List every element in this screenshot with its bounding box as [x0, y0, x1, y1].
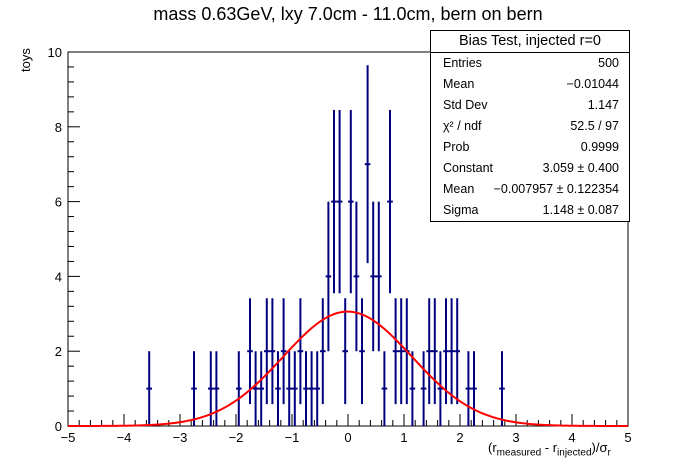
stats-header: Bias Test, injected r=0 [431, 31, 629, 53]
x-axis-label: (rmeasured - rinjected)/σr [488, 440, 611, 459]
stats-key: Prob [443, 140, 470, 154]
x-label-sub-r: r [607, 447, 611, 459]
y-axis-label: toys [18, 48, 33, 72]
x-tick-label: 4 [568, 430, 575, 445]
stats-value: 0.9999 [580, 140, 619, 154]
y-tick-label: 4 [55, 269, 62, 284]
stats-row: Prob 0.9999 [431, 137, 629, 158]
stats-key: Std Dev [443, 98, 488, 112]
x-label-mid: - r [541, 440, 558, 455]
stats-row: Entries 500 [431, 53, 629, 74]
stats-value: 1.147 [587, 98, 619, 112]
stats-key: Constant [443, 161, 494, 175]
x-label-suffix: )/σ [591, 440, 608, 455]
stats-value: 1.148 ± 0.087 [542, 203, 619, 217]
stats-key: Sigma [443, 203, 479, 217]
stats-row: Sigma 1.148 ± 0.087 [431, 200, 629, 221]
stats-value: 500 [598, 56, 619, 70]
stats-key: Entries [443, 56, 482, 70]
x-tick-label: −5 [61, 430, 76, 445]
chart-title: mass 0.63GeV, lxy 7.0cm - 11.0cm, bern o… [153, 4, 543, 24]
stats-value: −0.007957 ± 0.122354 [493, 182, 619, 196]
stats-box: Bias Test, injected r=0 Entries 500 Mean −… [430, 30, 630, 222]
x-tick-label: 3 [512, 430, 519, 445]
x-tick-label: 5 [624, 430, 631, 445]
x-tick-label: −4 [117, 430, 132, 445]
y-tick-label: 2 [55, 344, 62, 359]
x-tick-label: 1 [400, 430, 407, 445]
x-tick-label: −3 [173, 430, 188, 445]
stats-row: Std Dev 1.147 [431, 95, 629, 116]
stats-key: Mean [443, 182, 475, 196]
stats-row: Mean −0.01044 [431, 74, 629, 95]
stats-row: Mean −0.007957 ± 0.122354 [431, 179, 629, 200]
y-tick-label: 0 [55, 419, 62, 434]
stats-key: Mean [443, 77, 475, 91]
x-tick-label: −1 [285, 430, 300, 445]
x-tick-label: 2 [456, 430, 463, 445]
y-tick-label: 10 [48, 45, 62, 60]
y-tick-label: 6 [55, 195, 62, 210]
stats-value: 3.059 ± 0.400 [542, 161, 619, 175]
stats-row: χ² / ndf 52.5 / 97 [431, 116, 629, 137]
x-label-sub-injected: injected [557, 447, 592, 459]
x-tick-label: 0 [344, 430, 351, 445]
y-tick-label: 8 [55, 120, 62, 135]
stats-value: 52.5 / 97 [570, 119, 619, 133]
x-tick-label: −2 [229, 430, 244, 445]
stats-key: χ² / ndf [443, 119, 482, 133]
x-label-sub-measured: measured [496, 447, 542, 459]
stats-row: Constant 3.059 ± 0.400 [431, 158, 629, 179]
gaussian-fit-curve [68, 310, 628, 427]
stats-value: −0.01044 [566, 77, 619, 91]
x-label-prefix: (r [488, 440, 497, 455]
